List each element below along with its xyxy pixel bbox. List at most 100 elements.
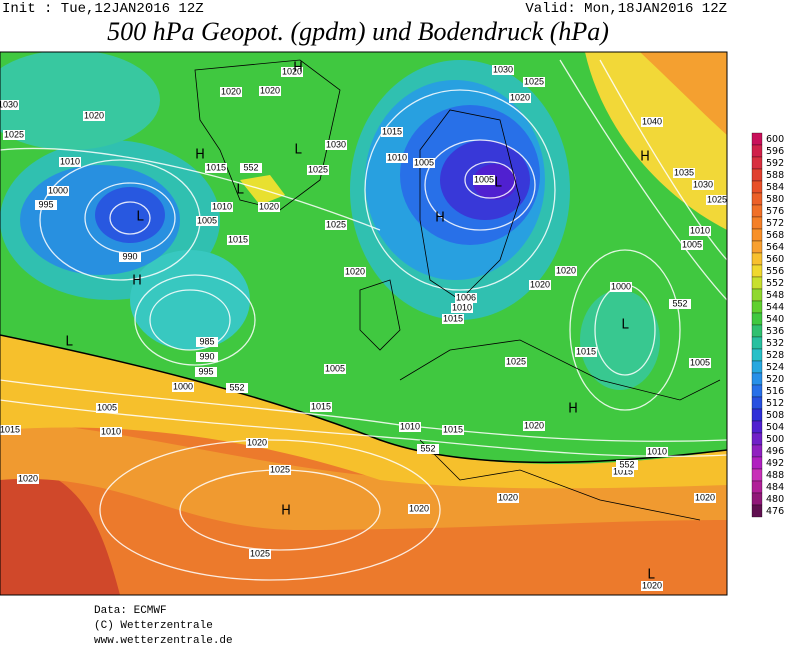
label-box (408, 504, 430, 514)
isobar-label: 1030 (693, 179, 713, 189)
isobar-label: 1015 (576, 346, 596, 356)
valid-time: Valid: Mon,18JAN2016 12Z (525, 1, 727, 17)
isobar-label: 990 (199, 351, 214, 361)
colorbar-swatch (751, 480, 763, 494)
label-box (35, 200, 57, 210)
colorbar-swatch (751, 432, 763, 446)
label-box (641, 581, 663, 591)
isobar-label: 1025 (250, 548, 270, 558)
isobar-label: 1020 (524, 420, 544, 430)
label-box (492, 65, 514, 75)
colorbar-label: 540 (766, 314, 784, 325)
label-box (246, 438, 268, 448)
colorbar-label: 600 (766, 134, 784, 145)
isobar-label: 1015 (206, 162, 226, 172)
colorbar-swatch (751, 300, 763, 314)
isobar-label: 1015 (311, 401, 331, 411)
colorbar-swatch (751, 288, 763, 302)
isobar-label: 1025 (506, 356, 526, 366)
label-box (612, 467, 634, 477)
isobar-label: 1015 (228, 234, 248, 244)
isobar-label: 1030 (0, 99, 18, 109)
label-box (59, 157, 81, 167)
label-box (497, 493, 519, 503)
colorbar-label: 520 (766, 374, 784, 385)
isobar-label: 1020 (556, 265, 576, 275)
colorbar-label: 516 (766, 386, 784, 397)
colorbar-swatch (751, 336, 763, 350)
label-box (523, 421, 545, 431)
colorbar-swatch (751, 384, 763, 398)
colorbar-swatch (751, 504, 763, 518)
isobar-label: 1010 (690, 225, 710, 235)
isobar-label: 1025 (4, 129, 24, 139)
isobar-label: 1020 (530, 279, 550, 289)
label-box (195, 367, 217, 377)
isobar-label: 1020 (84, 110, 104, 120)
pressure-center: H (281, 504, 291, 519)
isobar-label: 1040 (642, 116, 662, 126)
label-box (220, 87, 242, 97)
colorbar-label: 492 (766, 458, 784, 469)
label-box (529, 280, 551, 290)
label-box (211, 202, 233, 212)
isobar-label: 552 (243, 162, 258, 172)
footer-copyright: (C) Wetterzentrale (94, 620, 213, 632)
label-box (555, 266, 577, 276)
colorbar-swatch (751, 144, 763, 158)
label-box (227, 235, 249, 245)
colorbar-swatch (751, 240, 763, 254)
pressure-center: L (647, 568, 655, 583)
isobar-label: 1030 (326, 139, 346, 149)
init-time: Init : Tue,12JAN2016 12Z (2, 1, 204, 17)
label-box (0, 425, 21, 435)
label-box (249, 549, 271, 559)
label-box (269, 465, 291, 475)
colorbar-label: 488 (766, 470, 784, 481)
pressure-center: L (494, 176, 502, 191)
label-box (689, 226, 711, 236)
colorbar-label: 572 (766, 218, 784, 229)
label-box (646, 447, 668, 457)
pressure-center: H (132, 274, 142, 289)
label-box (96, 403, 118, 413)
label-box (386, 153, 408, 163)
isobar-label: 1020 (510, 92, 530, 102)
pressure-center: H (640, 150, 650, 165)
colorbar-swatch (751, 408, 763, 422)
colorbar-label: 480 (766, 494, 784, 505)
isobar-label: 1005 (197, 215, 217, 225)
colorbar-label: 532 (766, 338, 784, 349)
isobar-label: 1010 (387, 152, 407, 162)
isobar-label: 995 (198, 366, 213, 376)
isobar-label: 1015 (0, 424, 20, 434)
label-box (325, 220, 347, 230)
pressure-center: H (195, 148, 205, 163)
isobar-label: 1015 (613, 466, 633, 476)
colorbar-label: 484 (766, 482, 784, 493)
label-box (523, 77, 545, 87)
footer-url: www.wetterzentrale.de (94, 635, 233, 646)
label-box (3, 130, 25, 140)
colorbar-swatch (751, 456, 763, 470)
colorbar-swatch (751, 396, 763, 410)
isobar-label: 1020 (642, 580, 662, 590)
label-box (83, 111, 105, 121)
isobar-label: 1005 (414, 157, 434, 167)
label-box (307, 165, 329, 175)
isobar-label: 1020 (18, 473, 38, 483)
colorbar-label: 500 (766, 434, 784, 445)
label-box (258, 202, 280, 212)
label-box (259, 86, 281, 96)
colorbar-label: 476 (766, 506, 784, 517)
label-box (673, 168, 695, 178)
colorbar-swatch (751, 168, 763, 182)
isobar-label: 552 (672, 298, 687, 308)
colorbar-swatch (751, 348, 763, 362)
isobar-label: 995 (38, 199, 53, 209)
label-box (694, 493, 716, 503)
isobar-label: 1025 (326, 219, 346, 229)
pressure-center: L (236, 183, 244, 198)
isobar-label: 1025 (270, 464, 290, 474)
